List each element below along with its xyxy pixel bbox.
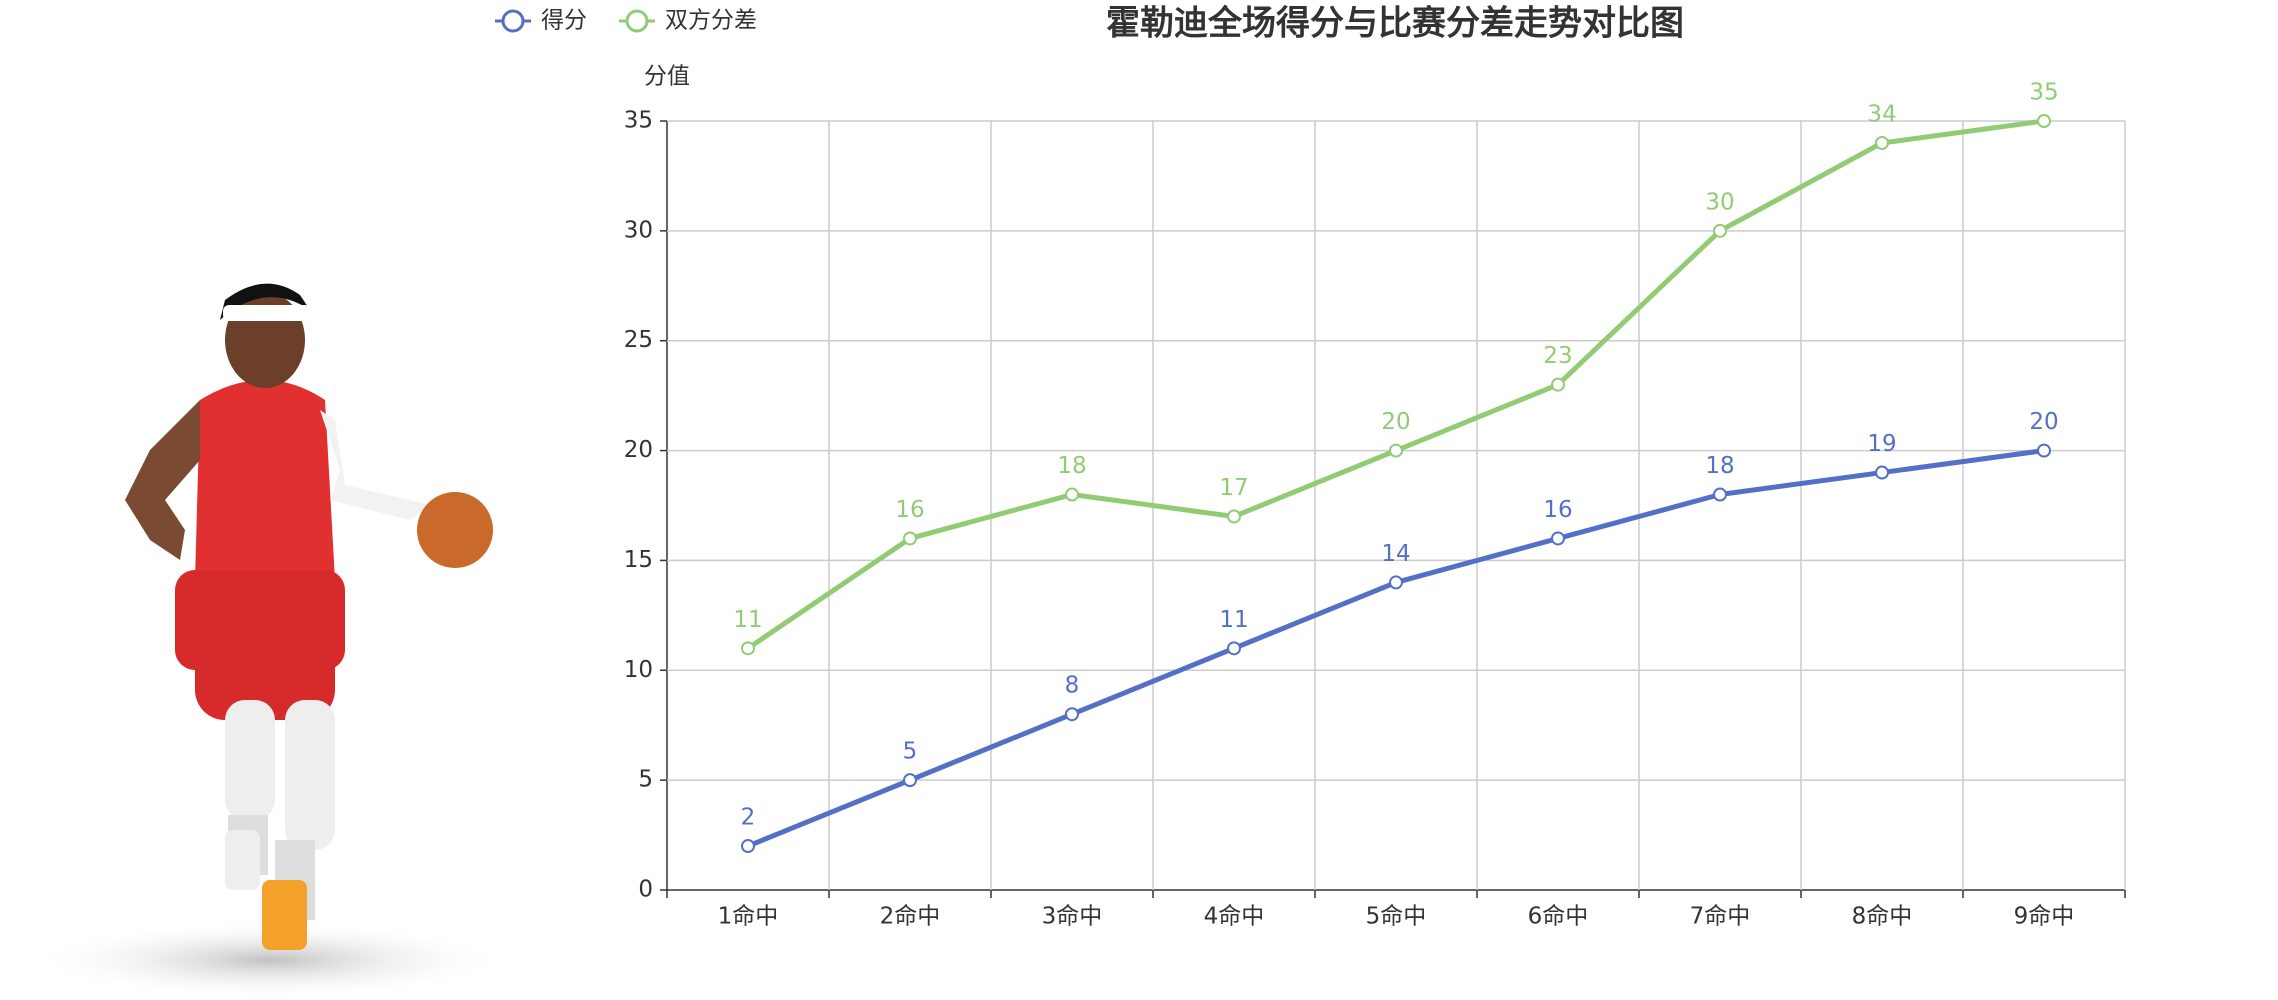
legend-label: 得分 xyxy=(541,8,587,34)
player-image xyxy=(30,283,510,1000)
data-point xyxy=(1875,465,1889,480)
y-tick-label: 35 xyxy=(624,108,653,134)
data-label: 8 xyxy=(1065,673,1080,699)
data-label: 11 xyxy=(1219,607,1248,633)
x-tick-label: 4命中 xyxy=(1204,904,1265,930)
data-point xyxy=(741,839,755,854)
data-label: 20 xyxy=(2029,409,2058,435)
data-label: 5 xyxy=(903,739,918,765)
x-tick-label: 1命中 xyxy=(718,904,779,930)
data-point xyxy=(741,641,755,656)
legend-label: 双方分差 xyxy=(665,8,757,34)
data-point xyxy=(903,773,917,788)
data-point xyxy=(1065,487,1079,502)
data-label: 14 xyxy=(1381,541,1410,567)
data-label: 23 xyxy=(1543,343,1572,369)
data-point xyxy=(2037,443,2051,458)
y-tick-label: 20 xyxy=(624,437,653,463)
series-line xyxy=(746,118,2045,651)
data-point xyxy=(1389,443,1403,458)
y-tick-label: 0 xyxy=(638,877,653,903)
data-label: 17 xyxy=(1219,475,1248,501)
y-tick-label: 25 xyxy=(624,327,653,353)
data-point xyxy=(1227,509,1241,524)
data-point xyxy=(1227,641,1241,656)
chart-title: 霍勒迪全场得分与比赛分差走势对比图 xyxy=(1106,4,1684,44)
x-tick-label: 2命中 xyxy=(880,904,941,930)
series-line xyxy=(747,448,2045,849)
y-tick-label: 15 xyxy=(624,547,653,573)
data-point xyxy=(2037,114,2051,128)
x-tick-label: 5命中 xyxy=(1366,904,1427,930)
data-label: 16 xyxy=(1543,497,1572,523)
legend-marker xyxy=(625,9,649,33)
y-tick-label: 5 xyxy=(638,767,653,793)
x-tick-label: 8命中 xyxy=(1852,904,1913,930)
data-label: 11 xyxy=(733,607,762,633)
data-label: 18 xyxy=(1705,453,1734,479)
data-label: 20 xyxy=(1381,409,1410,435)
data-point xyxy=(1713,487,1727,502)
data-label: 18 xyxy=(1057,453,1086,479)
data-label: 19 xyxy=(1867,431,1896,457)
data-label: 16 xyxy=(895,497,924,523)
y-axis-title: 分值 xyxy=(644,64,690,90)
x-tick-label: 9命中 xyxy=(2014,904,2075,930)
data-point xyxy=(1875,135,1889,150)
y-tick-label: 10 xyxy=(624,657,653,683)
x-tick-label: 6命中 xyxy=(1528,904,1589,930)
x-tick-label: 7命中 xyxy=(1690,904,1751,930)
data-point xyxy=(903,531,917,546)
data-point xyxy=(1551,531,1565,546)
data-label: 2 xyxy=(741,805,756,831)
data-label: 30 xyxy=(1705,189,1734,215)
data-point xyxy=(1389,575,1403,590)
data-label: 35 xyxy=(2029,80,2058,106)
x-tick-label: 3命中 xyxy=(1042,904,1103,930)
data-point xyxy=(1065,707,1079,722)
legend-marker xyxy=(501,9,525,33)
y-tick-label: 30 xyxy=(624,217,653,243)
data-point xyxy=(1551,377,1565,392)
data-label: 34 xyxy=(1867,101,1896,127)
data-point xyxy=(1713,223,1727,238)
